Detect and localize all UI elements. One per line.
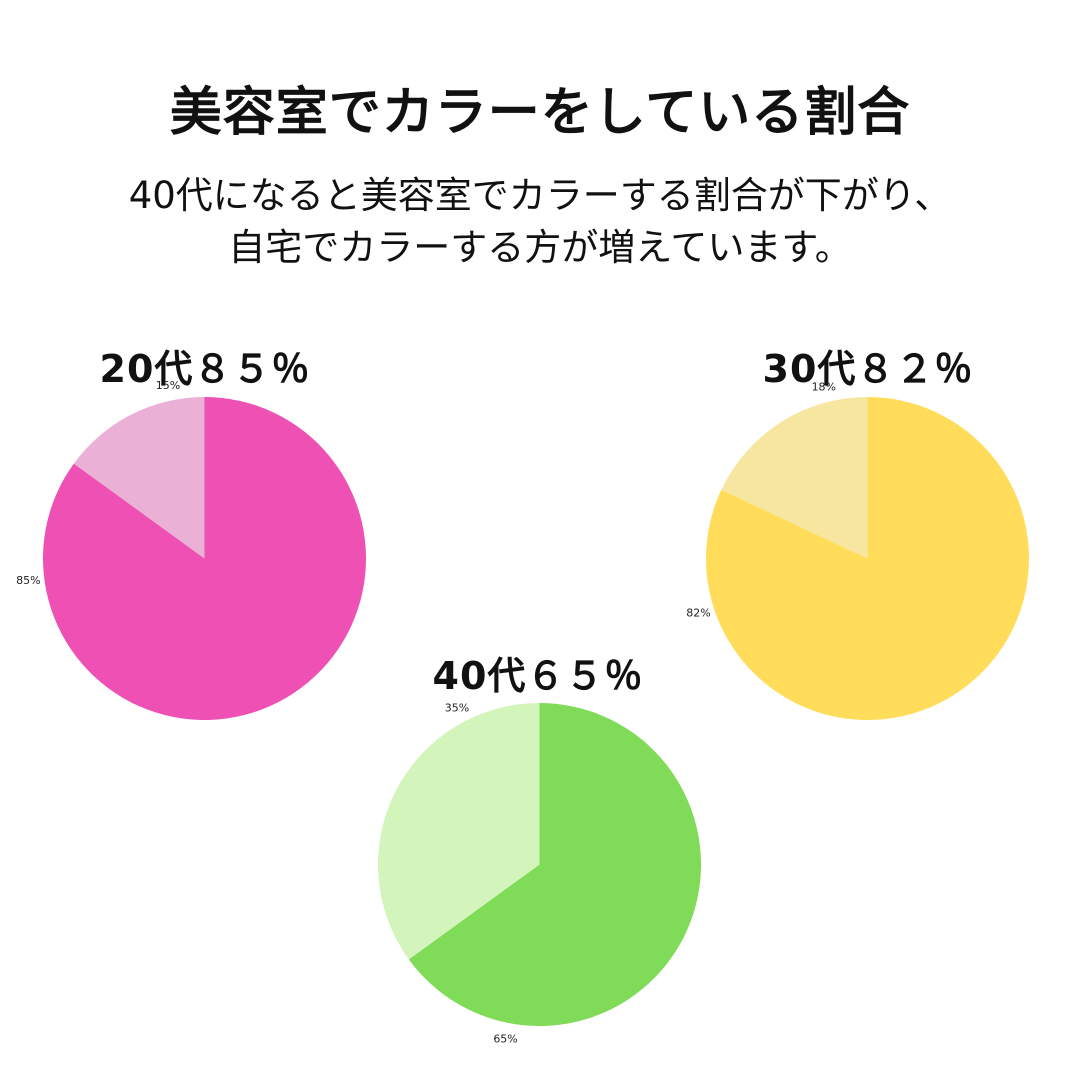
- subtitle-line-2: 自宅でカラーする方が増えています。: [228, 226, 852, 269]
- pie-slice-label: 85%: [16, 574, 40, 587]
- pie-chart-20s: 85% 15%: [16, 379, 367, 720]
- pie-slice-label: 18%: [812, 380, 836, 393]
- pie-chart-40s: 65% 35%: [378, 701, 701, 1046]
- pie-slice-15: [73, 397, 205, 559]
- pie-slice-label: 15%: [156, 379, 180, 392]
- pie-slice-65: [408, 703, 701, 1026]
- chart-title-40s: 40代６５％: [432, 654, 644, 698]
- chart-title-30s: 30代８２％: [762, 347, 974, 391]
- page-title: 美容室でカラーをしている割合: [169, 83, 911, 143]
- pie-chart-30s: 82% 18%: [686, 380, 1029, 720]
- subtitle-line-1: 40代になると美容室でカラーする割合が下がり、: [128, 174, 952, 217]
- pie-slice-label: 82%: [686, 607, 710, 620]
- pie-slice-label: 35%: [445, 701, 469, 714]
- pie-slice-label: 65%: [493, 1033, 517, 1046]
- chart-title-20s: 20代８５％: [99, 347, 311, 391]
- pie-slice-18: [721, 397, 868, 559]
- pie-slice-35: [378, 703, 540, 960]
- page-subtitle: 40代になると美容室でカラーする割合が下がり、 自宅でカラーする方が増えています…: [0, 170, 1080, 274]
